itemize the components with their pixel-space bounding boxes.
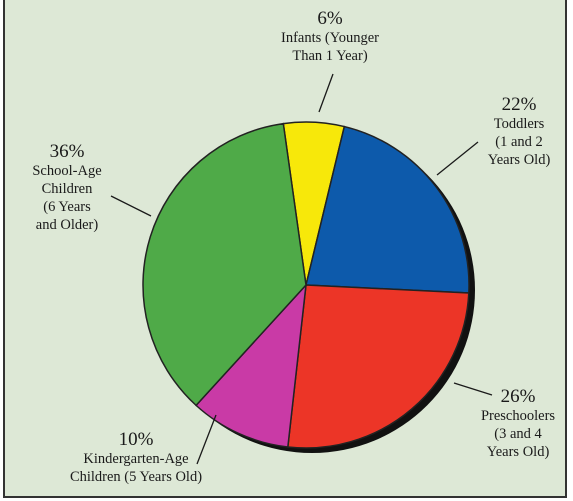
leader-line-4 [110,195,152,217]
slice-percent-0: 6% [317,8,343,29]
leader-line-1 [436,141,479,176]
leader-line-3 [196,414,217,465]
slice-label-4-line-2: (6 Years [43,199,91,215]
slice-label-0-line-0: Infants (Younger [281,30,379,46]
slice-label-1-line-1: (1 and 2 [495,134,543,150]
slice-label-4-line-3: and Older) [36,217,99,233]
slice-label-1-line-2: Years Old) [488,152,551,168]
slice-label-3-line-1: Children (5 Years Old) [70,469,202,485]
pie-slice-3 [195,282,308,448]
slice-label-3-line-0: Kindergarten-Age [83,451,188,467]
slice-label-2-line-1: (3 and 4 [494,426,542,442]
slice-percent-4: 36% [50,141,85,162]
slice-label-2-line-2: Years Old) [487,444,550,460]
slice-percent-2: 26% [501,386,536,407]
slice-label-0-line-1: Than 1 Year) [292,48,367,64]
pie-slice-4 [142,122,307,407]
slice-label-4-line-0: School-Age [32,163,101,179]
slice-percent-1: 22% [502,94,537,115]
slice-percent-3: 10% [119,429,154,450]
slice-label-1-line-0: Toddlers [494,116,545,132]
slice-label-4-line-1: Children [42,181,93,197]
leader-line-0 [318,73,334,113]
pie-slice-1 [305,125,470,294]
slice-label-2-line-0: Preschoolers [481,408,555,424]
pie-slice-2 [287,284,470,449]
leader-line-2 [453,382,493,396]
